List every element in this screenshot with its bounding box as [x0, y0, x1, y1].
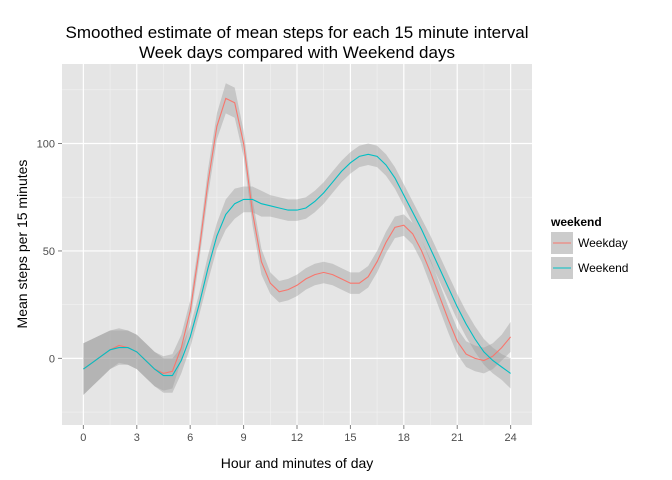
x-tick-label: 0 [80, 432, 86, 444]
band-weekend [83, 143, 511, 395]
series-lines [83, 97, 512, 377]
y-axis-label: Mean steps per 15 minutes [14, 160, 30, 329]
chart-subtitle: Week days compared with Weekend days [139, 43, 455, 62]
y-tick-label: 0 [49, 353, 55, 365]
x-tick-label: 12 [291, 432, 303, 444]
legend-label-weekend: Weekend [578, 261, 628, 275]
confidence-bands [83, 83, 511, 395]
x-axis-label: Hour and minutes of day [221, 455, 374, 471]
gridlines [62, 64, 532, 425]
legend-title: weekend [550, 215, 602, 229]
x-tick-label: 18 [398, 432, 410, 444]
chart-title: Smoothed estimate of mean steps for each… [65, 23, 528, 42]
x-tick-label: 9 [241, 432, 247, 444]
x-tick-label: 3 [134, 432, 140, 444]
y-tick-label: 100 [37, 139, 55, 151]
y-tick-label: 50 [43, 246, 55, 258]
x-tick-label: 21 [451, 432, 463, 444]
legend-label-weekday: Weekday [578, 236, 628, 250]
axis-ticks: 0 3 6 9 12 15 18 21 24 0 50 100 [37, 139, 517, 444]
series-line-weekend [83, 153, 511, 377]
legend: weekend Weekday Weekend [550, 215, 628, 279]
x-tick-label: 15 [344, 432, 356, 444]
x-tick-label: 24 [505, 432, 517, 444]
band-weekday [83, 83, 511, 395]
x-tick-label: 6 [187, 432, 193, 444]
